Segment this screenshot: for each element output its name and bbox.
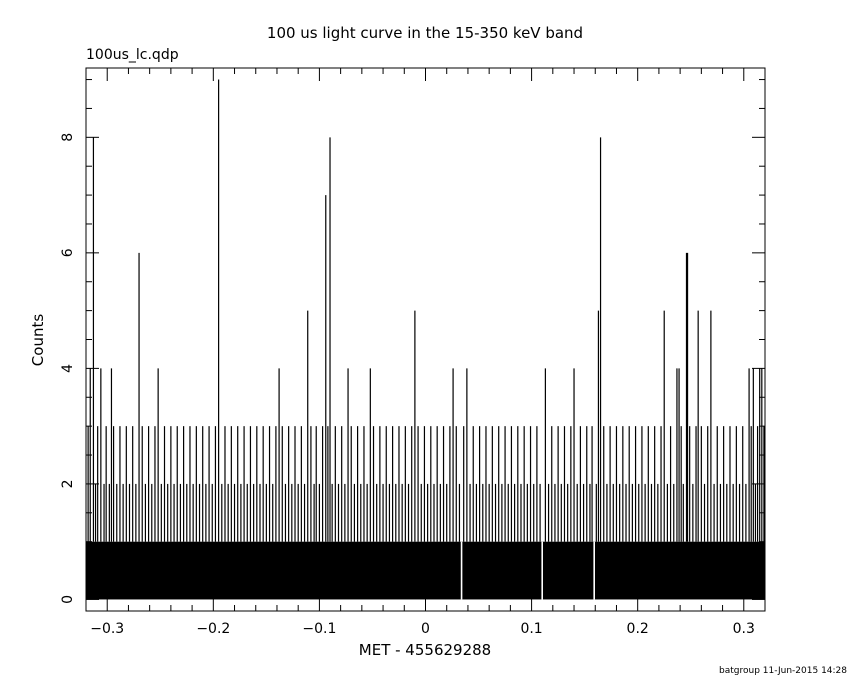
x-tick-label: 0 — [421, 621, 430, 637]
x-tick-label: −0.2 — [196, 621, 230, 637]
baseline-bins — [86, 541, 765, 600]
plot-frame — [85, 67, 766, 612]
bars-layer — [86, 79, 765, 600]
y-tick-label: 8 — [60, 133, 76, 142]
chart-title: 100 us light curve in the 15-350 keV ban… — [267, 24, 583, 42]
y-tick-label: 6 — [60, 248, 76, 257]
x-tick-label: 0.1 — [520, 621, 542, 637]
axes-layer — [85, 67, 766, 612]
x-tick-label: 0.3 — [733, 621, 755, 637]
x-tick-label: −0.3 — [90, 621, 124, 637]
tick-labels-layer: −0.3 −0.2 −0.1 0 0.1 0.2 0.3 0 2 4 6 8 — [60, 133, 755, 637]
x-axis-label: MET - 455629288 — [359, 641, 491, 659]
y-axis-label: Counts — [29, 314, 47, 367]
y-tick-label: 0 — [60, 595, 76, 604]
chart-subtitle: 100us_lc.qdp — [86, 47, 179, 63]
y-tick-label: 4 — [60, 364, 76, 373]
y-tick-label: 2 — [60, 479, 76, 488]
x-tick-label: 0.2 — [627, 621, 649, 637]
footer-stamp: batgroup 11-Jun-2015 14:28 — [719, 666, 847, 676]
x-tick-label: −0.1 — [302, 621, 336, 637]
